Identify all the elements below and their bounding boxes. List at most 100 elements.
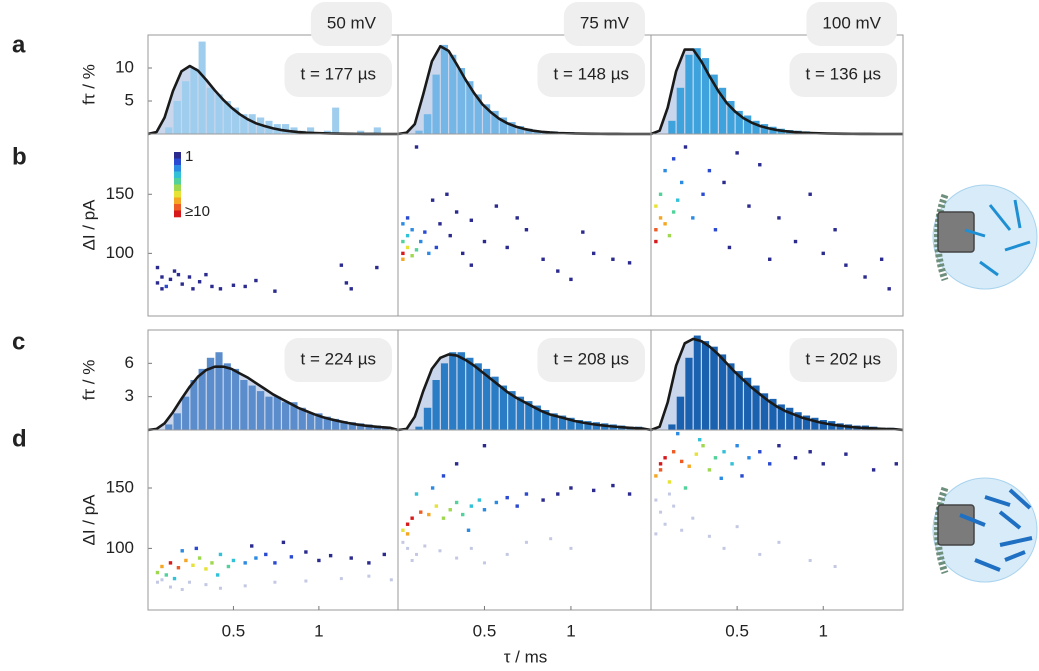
bar: [786, 407, 794, 430]
scatter-point: [461, 512, 465, 517]
panel: [397, 352, 652, 432]
annotation: t = 202 µs: [806, 349, 881, 368]
scatter-point: [694, 452, 699, 456]
scatter-point: [382, 552, 386, 557]
scatter-point: [683, 486, 688, 490]
scatter-point: [204, 567, 208, 571]
scatter-point: [434, 245, 439, 250]
panel-frame: [397, 429, 652, 611]
y-tick-label: 6: [125, 353, 134, 372]
bar: [474, 363, 482, 430]
scatter-point: [405, 216, 410, 220]
nanopore-icons: [932, 184, 1038, 583]
bar: [223, 101, 231, 134]
excluded-point: [505, 552, 509, 556]
excluded-point: [415, 552, 419, 556]
excluded-point: [659, 510, 663, 514]
scatter-point: [210, 561, 214, 565]
bar: [491, 110, 499, 134]
bar: [307, 127, 315, 134]
colorbar-cell: [174, 184, 181, 192]
scatter-point: [349, 556, 353, 560]
colorbar-cell: [174, 204, 181, 211]
scatter-point: [401, 239, 405, 244]
fit-line: [397, 353, 652, 432]
bar: [198, 41, 206, 134]
x-tick-label: 1: [314, 621, 323, 640]
scatter-point: [676, 431, 680, 436]
x-axis-label: τ / ms: [504, 647, 548, 666]
excluded-point: [187, 580, 191, 584]
scatter-point: [667, 480, 672, 484]
nanopore-icon-sparse: [932, 184, 1038, 290]
bar: [282, 124, 290, 134]
scatter-point: [210, 284, 214, 289]
bar: [727, 363, 735, 430]
scatter-point: [454, 500, 459, 505]
excluded-point: [180, 587, 184, 591]
bar: [432, 380, 440, 430]
bar: [373, 127, 381, 134]
scatter-point: [494, 204, 499, 208]
bar: [710, 346, 718, 430]
scatter-point: [676, 198, 680, 202]
bar: [685, 54, 693, 134]
annotation: t = 208 µs: [554, 349, 629, 368]
scatter-point: [264, 552, 268, 557]
scatter-point: [505, 245, 509, 250]
bar: [248, 114, 256, 134]
y-axis-label: ΔI / pA: [79, 494, 98, 546]
scatter-point: [556, 492, 560, 496]
excluded-point: [339, 577, 343, 581]
excluded-point: [155, 580, 159, 584]
scatter-point: [758, 450, 762, 454]
scatter-point: [722, 180, 726, 185]
panel-letter: d: [12, 425, 27, 452]
scatter-point: [581, 230, 585, 234]
scatter-point: [747, 204, 751, 208]
excluded-point: [243, 584, 247, 588]
scatter-point: [887, 287, 891, 291]
bar: [190, 68, 198, 134]
bar: [440, 44, 448, 134]
scatter-point: [448, 233, 452, 238]
colorbar-cell: [174, 197, 181, 205]
scatter-point: [747, 456, 751, 460]
fit-line: [148, 365, 399, 432]
scatter-point: [254, 278, 258, 283]
bar: [575, 420, 584, 430]
y-tick-label: 150: [106, 477, 134, 496]
scatter-point: [427, 251, 431, 256]
bar: [466, 81, 474, 134]
scatter-point: [569, 277, 573, 282]
bar: [584, 421, 592, 430]
bar: [323, 416, 331, 430]
scatter-point: [160, 275, 164, 279]
bar: [248, 385, 256, 430]
scatter-point: [793, 456, 798, 460]
scatter-point: [698, 437, 702, 442]
scatter-point: [654, 239, 658, 244]
scatter-point: [735, 444, 739, 448]
bar: [701, 58, 710, 134]
annotation-box: [789, 53, 897, 97]
scatter-point: [344, 281, 349, 285]
scatter-point: [821, 462, 825, 466]
bar: [760, 393, 769, 430]
colorbar-cell: [174, 165, 181, 172]
scatter-point: [591, 488, 596, 493]
bar: [440, 363, 448, 430]
scatter-point: [454, 462, 459, 466]
scatter-point: [524, 228, 529, 232]
colorbar-cell: [174, 171, 181, 179]
scatter-point: [541, 498, 545, 502]
bar: [558, 415, 567, 430]
excluded-point: [680, 528, 684, 532]
scatter-point: [273, 561, 277, 565]
scatter-point: [454, 210, 459, 214]
panel-frame: [397, 133, 652, 317]
scatter-point: [722, 450, 726, 454]
scatter-point: [808, 450, 812, 454]
bar: [819, 420, 827, 430]
annotation: t = 148 µs: [554, 64, 629, 83]
